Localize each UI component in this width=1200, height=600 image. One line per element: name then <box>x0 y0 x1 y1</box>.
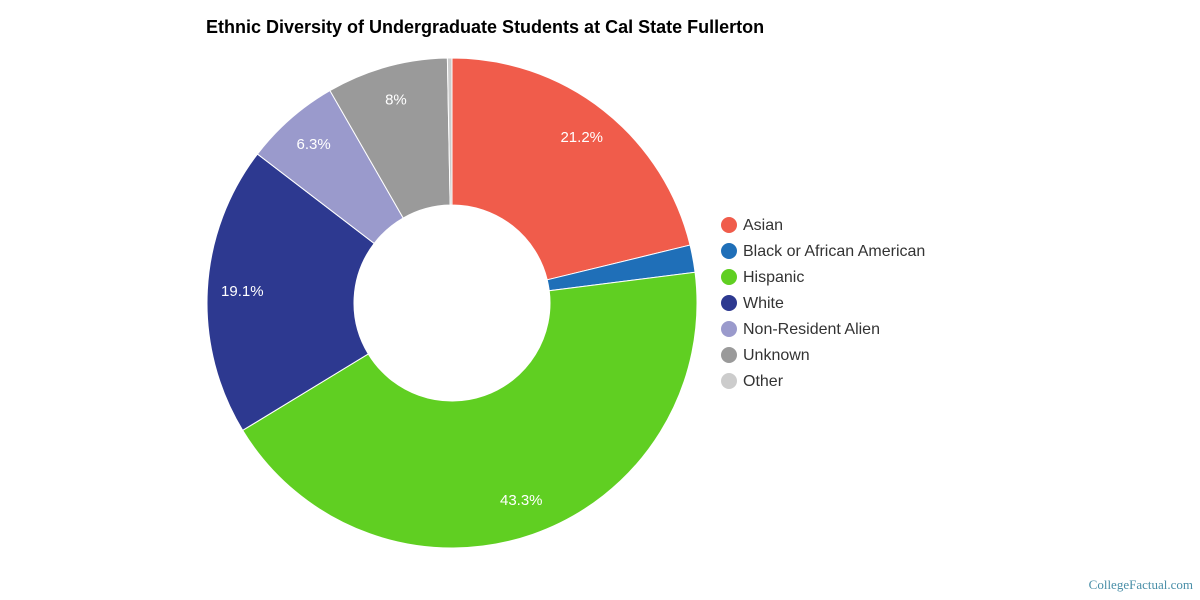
legend-marker <box>721 295 737 311</box>
legend-marker <box>721 347 737 363</box>
legend-label: Other <box>743 373 784 390</box>
legend-label: Black or African American <box>743 243 925 260</box>
legend-label: Hispanic <box>743 269 804 286</box>
slice <box>206 153 375 432</box>
value-label: 19.1% <box>221 283 264 300</box>
value-label: 6.3% <box>297 136 331 153</box>
legend-marker <box>721 269 737 285</box>
legend-marker <box>721 321 737 337</box>
value-label: 43.3% <box>500 492 543 509</box>
value-label: 21.2% <box>560 129 603 146</box>
legend-label: White <box>743 295 784 312</box>
value-label: 8% <box>385 92 407 109</box>
legend-marker <box>721 373 737 389</box>
legend-label: Unknown <box>743 347 810 364</box>
slice <box>242 271 698 549</box>
slice <box>446 57 453 206</box>
legend-label: Asian <box>743 217 783 234</box>
legend-label: Non-Resident Alien <box>743 321 880 338</box>
legend-marker <box>721 217 737 233</box>
chart-title: Ethnic Diversity of Undergraduate Studen… <box>206 17 764 37</box>
source: CollegeFactual.com <box>1089 577 1193 592</box>
legend-marker <box>721 243 737 259</box>
slice <box>451 57 691 281</box>
